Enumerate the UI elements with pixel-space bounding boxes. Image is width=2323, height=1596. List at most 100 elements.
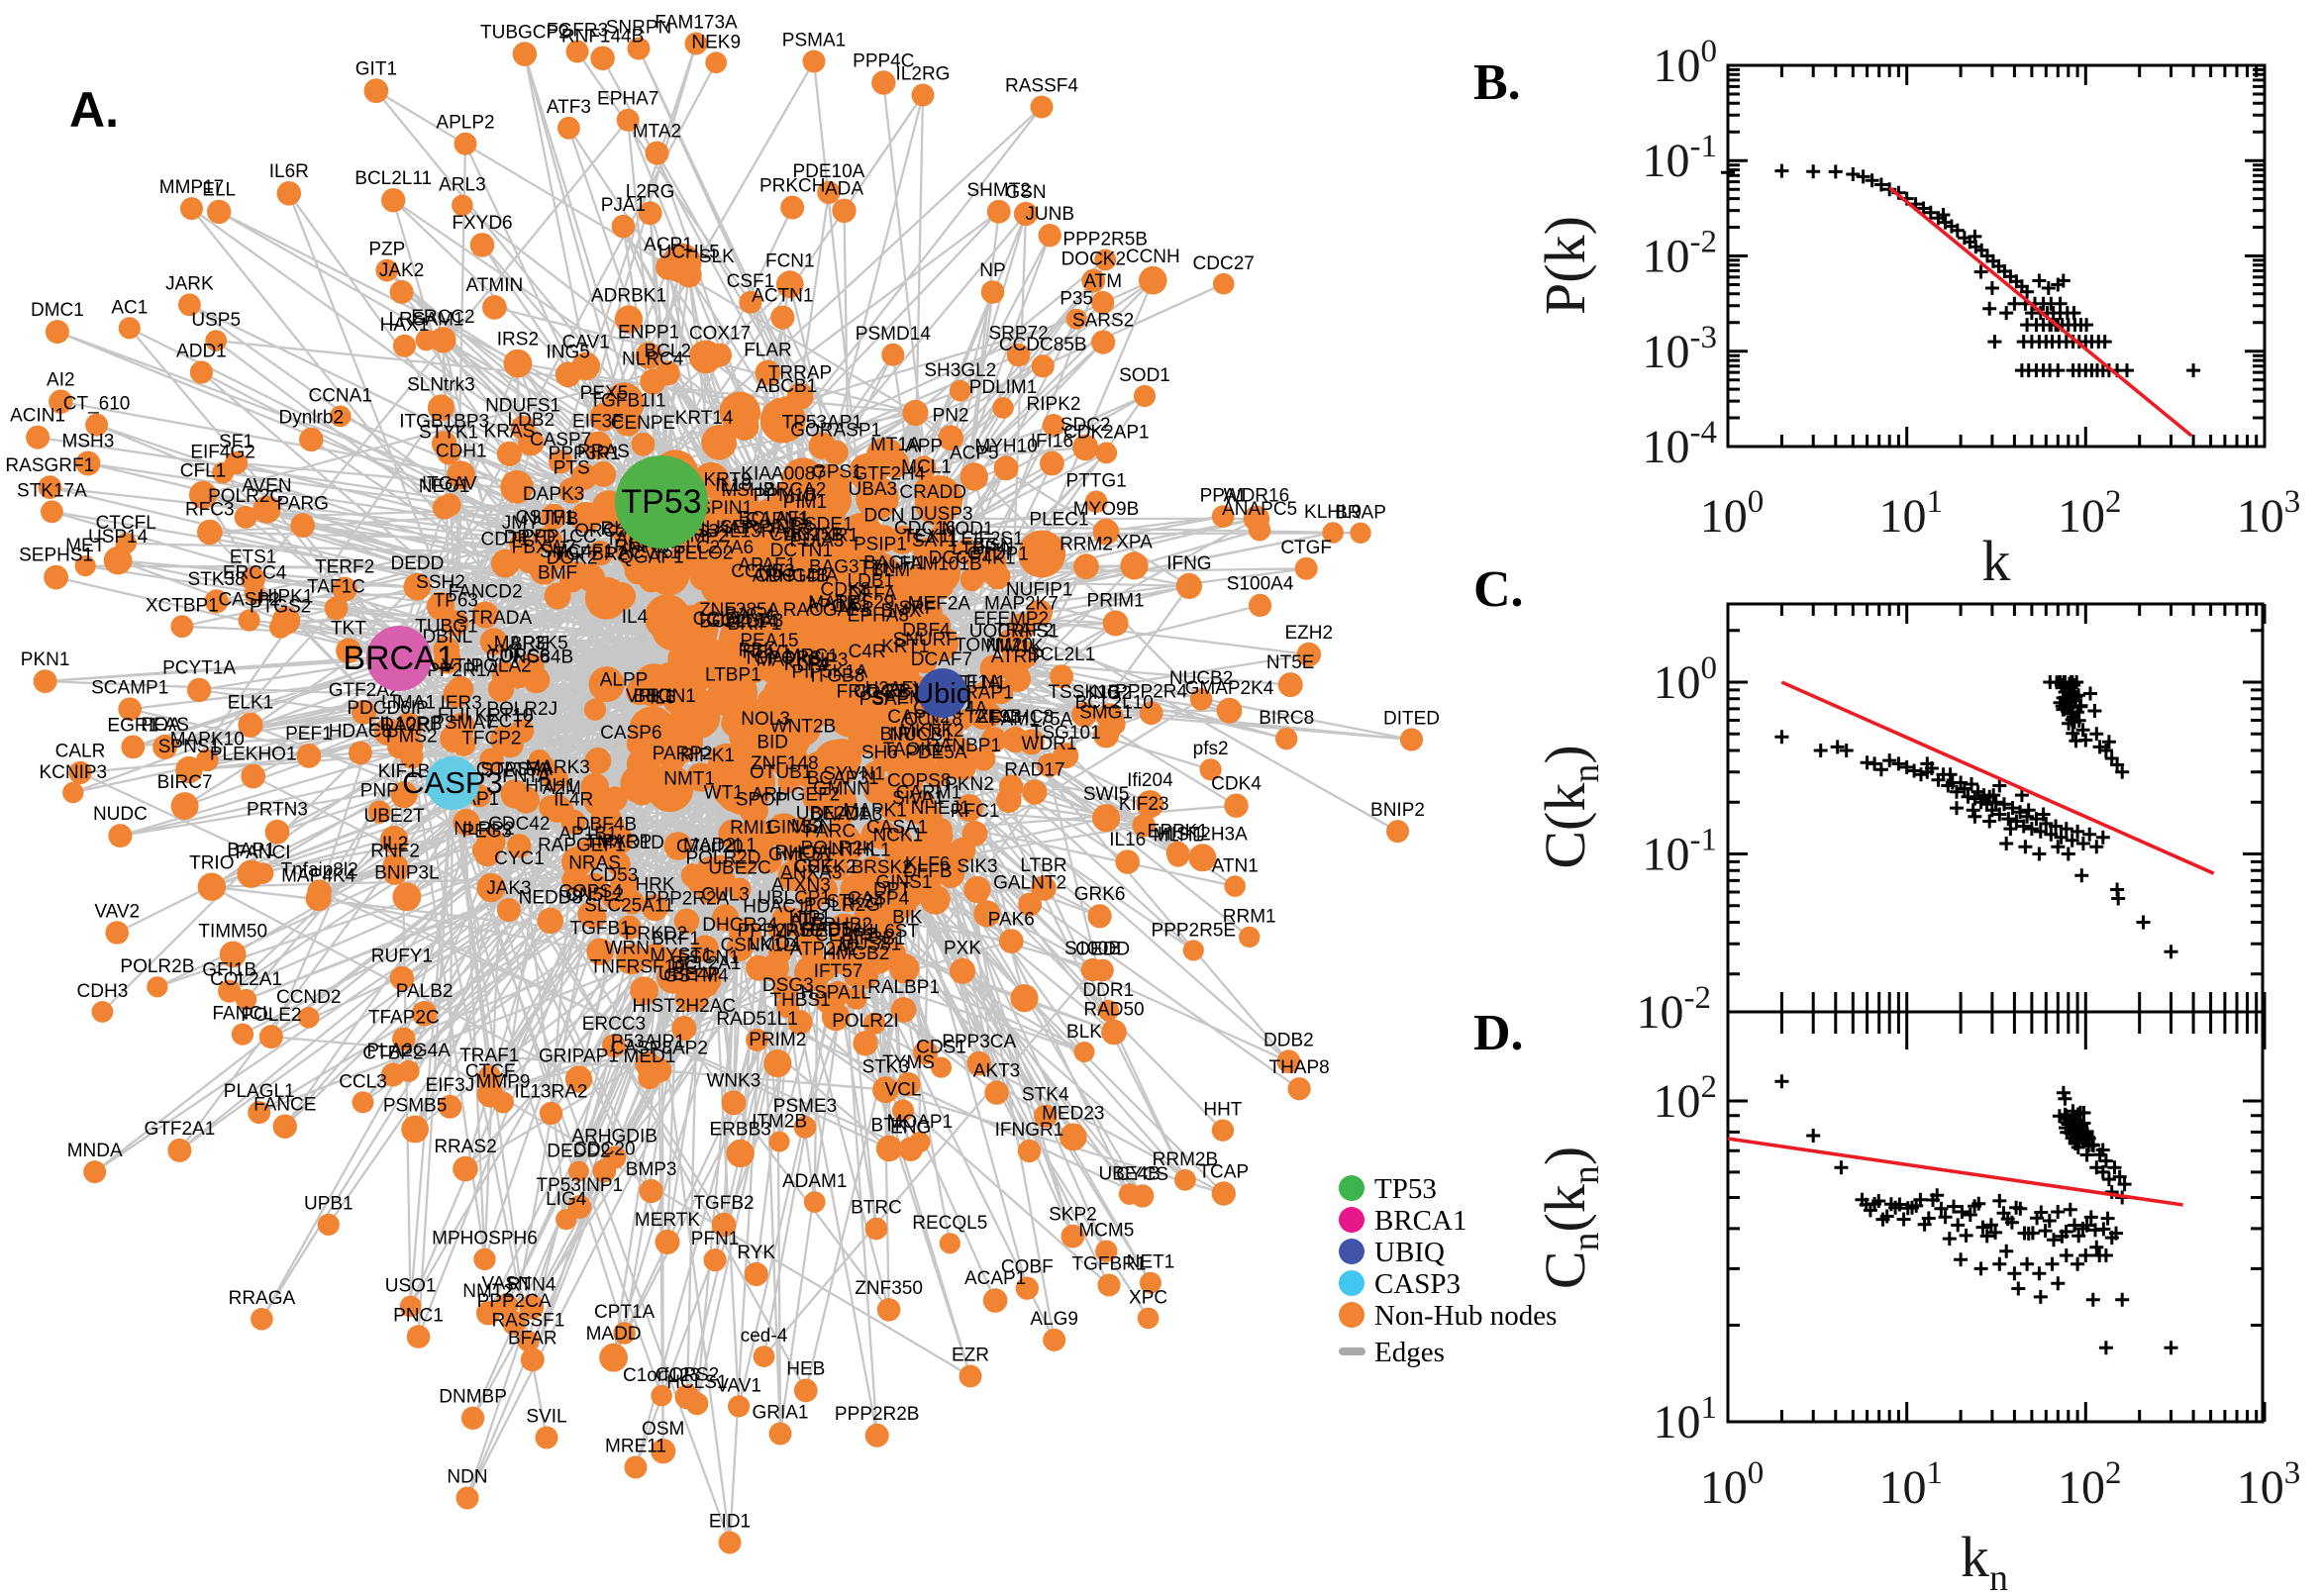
svg-text:EIF3F: EIF3F <box>572 412 624 433</box>
svg-text:VCL: VCL <box>885 1080 922 1101</box>
svg-text:YY1: YY1 <box>487 642 523 662</box>
svg-text:IL6: IL6 <box>650 688 675 709</box>
svg-text:SDC2: SDC2 <box>1060 415 1111 436</box>
svg-text:RYK: RYK <box>737 1243 775 1263</box>
svg-text:NLRC4: NLRC4 <box>622 349 684 370</box>
svg-text:PDE5A: PDE5A <box>905 743 967 763</box>
svg-text:CDC42: CDC42 <box>488 814 550 835</box>
svg-text:BACH1: BACH1 <box>863 553 926 574</box>
svg-text:TAF9B: TAF9B <box>965 707 1023 728</box>
svg-text:EID1: EID1 <box>709 1512 751 1533</box>
svg-text:PNP: PNP <box>360 781 399 802</box>
svg-text:TUBG1: TUBG1 <box>415 617 477 638</box>
svg-text:NEK9: NEK9 <box>691 32 741 52</box>
svg-text:BMP3: BMP3 <box>626 1159 677 1180</box>
svg-text:POLA2: POLA2 <box>470 656 531 677</box>
svg-text:UBLCP1: UBLCP1 <box>758 888 831 909</box>
svg-text:A.: A. <box>69 82 119 138</box>
svg-text:ANTXR1: ANTXR1 <box>784 526 858 547</box>
svg-text:ORC2: ORC2 <box>574 521 627 542</box>
svg-text:B.: B. <box>1473 54 1521 111</box>
svg-text:STK38: STK38 <box>188 569 246 590</box>
svg-text:ERBB3: ERBB3 <box>710 1120 771 1141</box>
svg-text:LTBP4: LTBP4 <box>952 539 1008 559</box>
svg-text:ETS1: ETS1 <box>230 547 277 567</box>
svg-text:POLR2B: POLR2B <box>120 956 194 977</box>
svg-text:MYO1D: MYO1D <box>597 833 664 853</box>
svg-text:LTBP1: LTBP1 <box>705 665 761 686</box>
svg-text:EIF3J: EIF3J <box>426 1075 475 1096</box>
svg-text:MOAP1: MOAP1 <box>887 1112 954 1133</box>
svg-text:JARK: JARK <box>165 273 214 294</box>
svg-text:NHEJ1: NHEJ1 <box>911 798 970 819</box>
svg-text:IER3: IER3 <box>441 693 482 714</box>
svg-text:STK17A: STK17A <box>17 480 87 501</box>
svg-text:POLR2J: POLR2J <box>486 699 557 720</box>
svg-text:CASP6: CASP6 <box>600 723 661 744</box>
svg-text:TLN1: TLN1 <box>960 672 1006 693</box>
svg-text:Ubiq: Ubiq <box>913 678 972 710</box>
svg-text:UBIQ: UBIQ <box>1374 1237 1445 1268</box>
svg-text:THBS1: THBS1 <box>769 990 830 1011</box>
svg-text:PEX5: PEX5 <box>580 383 629 404</box>
svg-text:KRT9: KRT9 <box>703 469 751 490</box>
svg-text:PKN1: PKN1 <box>21 649 70 670</box>
svg-text:NUFIP1: NUFIP1 <box>1006 580 1073 601</box>
svg-text:IL4R: IL4R <box>554 789 593 810</box>
svg-text:GRK6: GRK6 <box>1074 884 1126 905</box>
svg-text:RFC1: RFC1 <box>951 801 1000 822</box>
svg-text:MMP9: MMP9 <box>476 1072 531 1093</box>
svg-text:ZNF148: ZNF148 <box>751 753 819 774</box>
svg-text:EZH2: EZH2 <box>1285 623 1334 644</box>
svg-text:IFI16: IFI16 <box>1031 432 1073 452</box>
svg-text:UCHL5: UCHL5 <box>658 243 720 263</box>
svg-text:DNAJA3: DNAJA3 <box>810 804 882 825</box>
svg-text:RANBP1: RANBP1 <box>926 736 1001 756</box>
svg-text:RAD50: RAD50 <box>1083 1000 1144 1021</box>
svg-text:UQCRFS1: UQCRFS1 <box>969 622 1060 643</box>
svg-text:BTK: BTK <box>871 1116 908 1137</box>
svg-text:CD53: CD53 <box>590 865 639 886</box>
svg-text:CRADD: CRADD <box>899 482 966 503</box>
svg-text:ADRBK1: ADRBK1 <box>591 285 666 306</box>
svg-text:BMF: BMF <box>538 563 577 584</box>
svg-text:BTRC: BTRC <box>851 1198 902 1219</box>
svg-text:Dynlrb2: Dynlrb2 <box>279 408 344 429</box>
svg-text:FBXW7: FBXW7 <box>512 537 576 557</box>
svg-text:RPS29: RPS29 <box>835 593 894 614</box>
svg-text:NOD1: NOD1 <box>942 519 994 540</box>
svg-text:TAF1C: TAF1C <box>307 577 365 598</box>
svg-text:BCL2: BCL2 <box>644 341 691 361</box>
svg-text:PLAGL1: PLAGL1 <box>224 1081 295 1102</box>
svg-text:TRIO: TRIO <box>189 853 234 874</box>
svg-text:LDB2: LDB2 <box>508 410 556 431</box>
svg-text:WDR1: WDR1 <box>1022 734 1077 754</box>
svg-text:GINS2: GINS2 <box>766 817 823 838</box>
svg-text:AKT3: AKT3 <box>973 1061 1021 1082</box>
svg-text:KCNIP3: KCNIP3 <box>39 762 107 783</box>
svg-text:PXK: PXK <box>944 939 981 959</box>
svg-text:STK24: STK24 <box>827 891 885 912</box>
svg-text:SMC4F1: SMC4F1 <box>540 542 614 562</box>
svg-text:ZCCHC8: ZCCHC8 <box>977 707 1054 728</box>
svg-text:MERTK: MERTK <box>635 1210 700 1231</box>
svg-text:APP: APP <box>905 436 943 456</box>
svg-text:CTDP1: CTDP1 <box>967 545 1029 565</box>
svg-text:ERCC2: ERCC2 <box>411 307 474 328</box>
svg-text:IFNG: IFNG <box>1166 553 1211 574</box>
svg-text:HEB: HEB <box>786 1359 825 1380</box>
svg-text:USO1: USO1 <box>385 1276 437 1297</box>
svg-text:CASP3: CASP3 <box>1374 1268 1461 1300</box>
svg-text:CDC20: CDC20 <box>573 1140 635 1160</box>
svg-text:PEF1: PEF1 <box>285 724 333 745</box>
svg-text:PCYT1A: PCYT1A <box>162 658 236 679</box>
svg-text:ITGB1BP3: ITGB1BP3 <box>399 411 489 432</box>
svg-text:CT_610: CT_610 <box>63 394 131 415</box>
svg-text:FGFR3: FGFR3 <box>547 21 608 42</box>
svg-text:KIF1B: KIF1B <box>378 761 431 782</box>
svg-text:ACAP1: ACAP1 <box>964 1268 1026 1289</box>
svg-text:CCNA1: CCNA1 <box>308 386 371 407</box>
svg-text:HRH1: HRH1 <box>525 775 576 796</box>
svg-text:TKT: TKT <box>331 619 366 640</box>
svg-text:CENPE: CENPE <box>611 413 675 434</box>
